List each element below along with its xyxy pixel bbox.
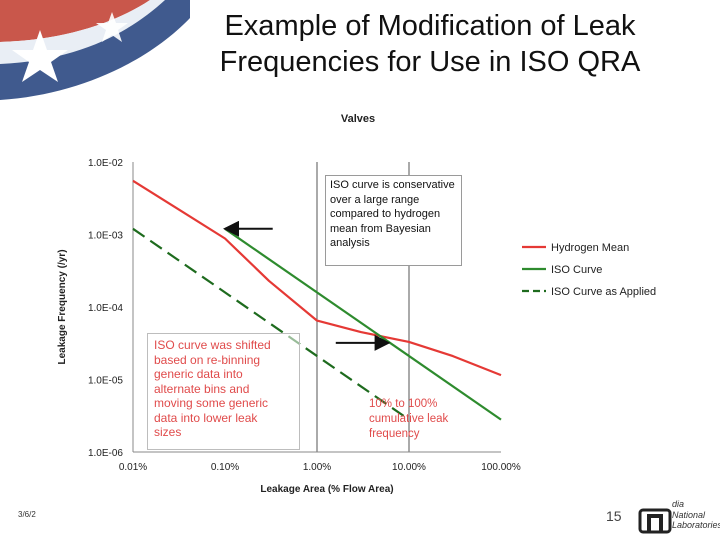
callout-line: data into lower leak: [154, 410, 258, 425]
x-axis-label: Leakage Area (% Flow Area): [260, 484, 393, 495]
footer-date: 3/6/2: [18, 510, 36, 519]
y-tick-label: 1.0E-05: [88, 376, 123, 387]
y-tick-label: 1.0E-04: [88, 303, 123, 314]
y-tick-label: 1.0E-02: [88, 158, 123, 169]
logo-line: Laboratories: [672, 520, 720, 530]
sandia-logo: dia National Laboratories: [636, 496, 720, 540]
series-line-hydrogen-mean: [132, 179, 502, 377]
logo-text: dia National Laboratories: [672, 499, 720, 531]
note-line: 10% to 100%: [369, 398, 438, 410]
slide-title-line-2: Frequencies for Use in ISO QRA: [219, 46, 641, 78]
flag-red-stripe: [0, 0, 150, 42]
callout-line: ISO curve was shifted: [154, 338, 271, 352]
x-tick-label: 0.10%: [211, 462, 239, 473]
note-line: cumulative leak: [369, 413, 449, 425]
legend-label: ISO Curve as Applied: [551, 286, 656, 298]
y-tick-label: 1.0E-06: [88, 448, 123, 459]
x-tick-label: 10.00%: [392, 462, 426, 473]
callout-line: based on re-binning: [154, 352, 261, 367]
callout-line: generic data into: [154, 367, 243, 381]
logo-line: National: [672, 509, 706, 520]
y-tick-label: 1.0E-03: [88, 231, 123, 242]
x-tick-label: 1.00%: [303, 462, 331, 473]
iso-conservative-callout: ISO curve is conservative over a large r…: [325, 175, 462, 266]
x-tick-label: 0.01%: [119, 462, 147, 473]
flag-banner-decoration: [0, 0, 190, 100]
legend-label: Hydrogen Mean: [551, 242, 629, 254]
series-line-iso-curve: [224, 227, 502, 421]
slide-title: Example of Modification of Leak Frequenc…: [150, 8, 710, 80]
chart-area: Valves 1.0E-02 1.0E-03 1.0E-04 1.0E-05 1.0E-0…: [38, 99, 688, 516]
iso-shift-callout: ISO curve was shifted based on re-binnin…: [147, 333, 300, 450]
cumulative-leak-note: 10% to 100% cumulative leak frequency: [369, 397, 479, 442]
logo-line: dia: [672, 499, 685, 509]
star-icon: [96, 12, 128, 42]
valves-leak-frequency-chart: Valves 1.0E-02 1.0E-03 1.0E-04 1.0E-05 1.0E-0…: [57, 113, 656, 495]
thunderbird-logo-icon: [638, 508, 672, 534]
callout-line: alternate bins and: [154, 381, 250, 396]
series-line-iso-curve-as-applied: [132, 227, 410, 421]
x-tick-label: 100.00%: [481, 462, 521, 473]
y-axis-label: Leakage Frequency (/yr): [57, 249, 68, 364]
callout-line: sizes: [154, 425, 182, 439]
callout-line: moving some generic: [154, 396, 269, 410]
note-line: frequency: [369, 428, 420, 440]
page-number: 15: [606, 508, 622, 524]
star-icon: [12, 30, 68, 82]
slide-title-line-1: Example of Modification of Leak: [224, 10, 636, 42]
legend-label: ISO Curve: [551, 264, 602, 276]
chart-title: Valves: [341, 113, 375, 125]
